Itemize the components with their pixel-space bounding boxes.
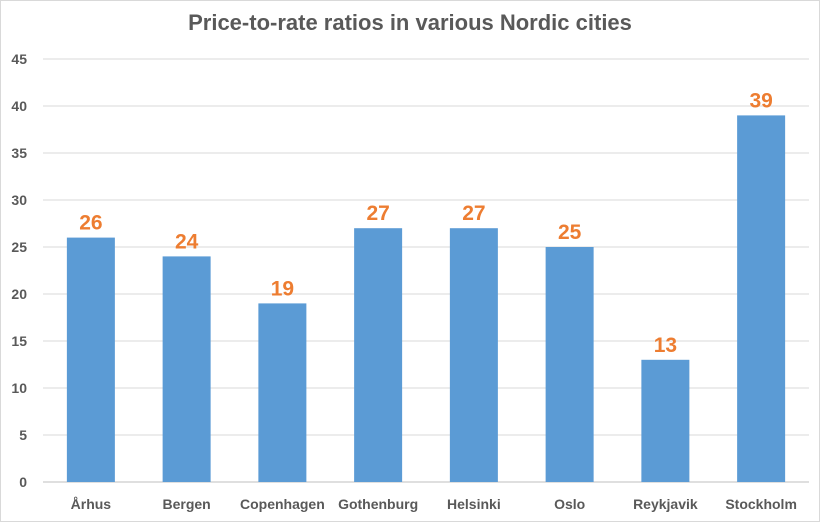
data-label: 27 bbox=[462, 202, 485, 225]
y-tick-label: 20 bbox=[11, 286, 27, 302]
y-tick-label: 40 bbox=[11, 98, 27, 114]
data-label: 27 bbox=[366, 202, 389, 225]
y-tick-label: 45 bbox=[11, 51, 27, 67]
y-tick-label: 15 bbox=[11, 333, 27, 349]
bar bbox=[545, 247, 594, 482]
bar bbox=[66, 237, 115, 482]
data-label: 25 bbox=[558, 221, 582, 244]
y-tick-label: 5 bbox=[19, 427, 27, 443]
x-tick-label: Gothenburg bbox=[338, 496, 418, 512]
data-label: 24 bbox=[175, 230, 199, 253]
y-tick-label: 10 bbox=[11, 380, 27, 396]
x-tick-label: Århus bbox=[71, 496, 112, 512]
bar bbox=[354, 228, 403, 482]
bar bbox=[641, 359, 690, 482]
data-label: 39 bbox=[749, 89, 772, 112]
y-tick-label: 35 bbox=[11, 145, 27, 161]
chart-title: Price-to-rate ratios in various Nordic c… bbox=[188, 10, 632, 35]
y-tick-label: 25 bbox=[11, 239, 27, 255]
x-tick-label: Stockholm bbox=[725, 496, 797, 512]
x-tick-label: Copenhagen bbox=[240, 496, 325, 512]
bar bbox=[258, 303, 307, 482]
x-tick-label: Helsinki bbox=[447, 496, 501, 512]
x-tick-label: Bergen bbox=[163, 496, 211, 512]
bar bbox=[449, 228, 498, 482]
x-tick-label: Reykjavik bbox=[633, 496, 698, 512]
data-label: 13 bbox=[654, 334, 677, 357]
y-tick-label: 30 bbox=[11, 192, 27, 208]
bar bbox=[737, 115, 786, 483]
data-label: 19 bbox=[271, 277, 294, 300]
x-tick-label: Oslo bbox=[554, 496, 585, 512]
data-label: 26 bbox=[79, 212, 102, 235]
y-tick-label: 0 bbox=[19, 474, 27, 490]
bar bbox=[162, 256, 211, 482]
